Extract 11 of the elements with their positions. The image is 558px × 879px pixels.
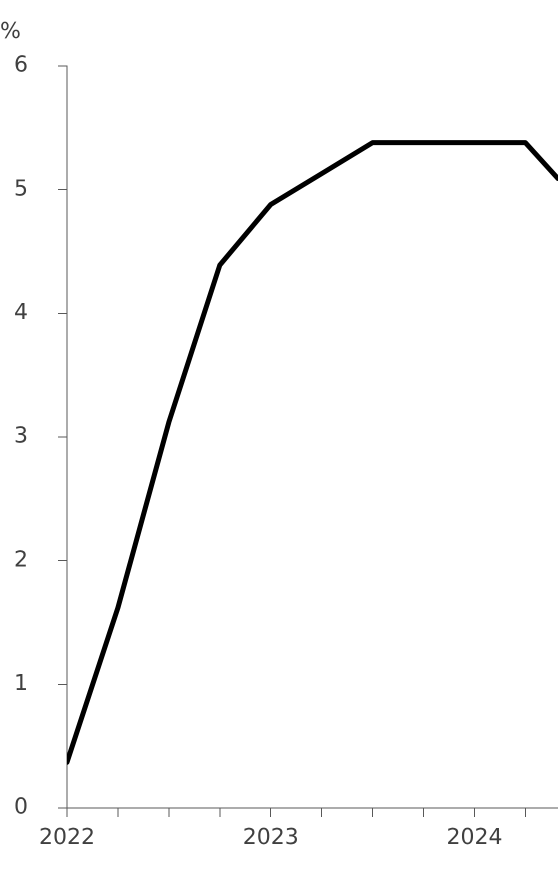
y-tick-label: 6 [14, 52, 28, 78]
x-tick-label: 2023 [242, 824, 299, 850]
y-tick-label: 2 [14, 547, 28, 572]
y-tick-label: 1 [14, 671, 28, 696]
y-tick-label: 0 [14, 794, 28, 820]
y-axis-title: % [0, 19, 21, 44]
y-tick-label: 4 [14, 300, 28, 326]
x-tick-label: 2024 [446, 824, 502, 850]
y-tick-label: 5 [14, 176, 28, 202]
y-tick-label: 3 [14, 424, 28, 449]
x-tick-label: 2022 [39, 824, 95, 850]
